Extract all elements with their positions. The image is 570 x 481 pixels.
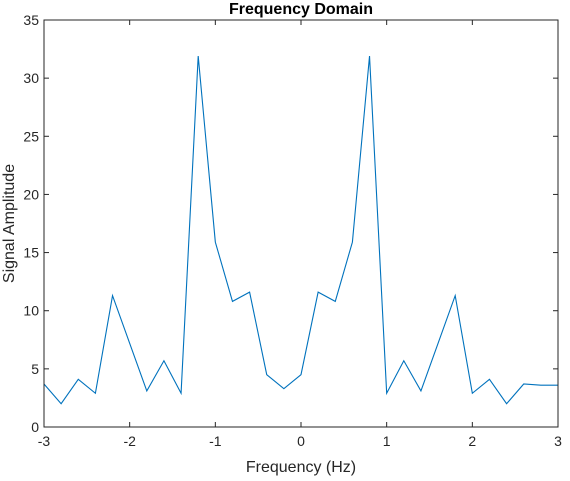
x-axis-label: Frequency (Hz): [246, 459, 356, 476]
y-tick-label: 10: [23, 303, 39, 319]
x-tick-label: 0: [297, 433, 305, 449]
x-tick-label: -1: [209, 433, 222, 449]
chart-title: Frequency Domain: [229, 1, 373, 18]
series-layer: [43, 55, 559, 405]
x-tick-label: 2: [468, 433, 476, 449]
y-tick-label: 25: [23, 128, 39, 144]
y-tick-label: 0: [31, 419, 39, 435]
x-tick-label: -2: [123, 433, 136, 449]
x-tick-label: 3: [554, 433, 562, 449]
y-tick-label: 15: [23, 245, 39, 261]
x-tick-label: -3: [38, 433, 51, 449]
y-axis-label: Signal Amplitude: [1, 164, 18, 283]
y-tick-label: 5: [31, 361, 39, 377]
x-tick-label: 1: [383, 433, 391, 449]
y-tick-label: 30: [23, 70, 39, 86]
y-tick-label: 20: [23, 186, 39, 202]
plot-area: [44, 20, 558, 427]
y-tick-label: 35: [23, 12, 39, 28]
